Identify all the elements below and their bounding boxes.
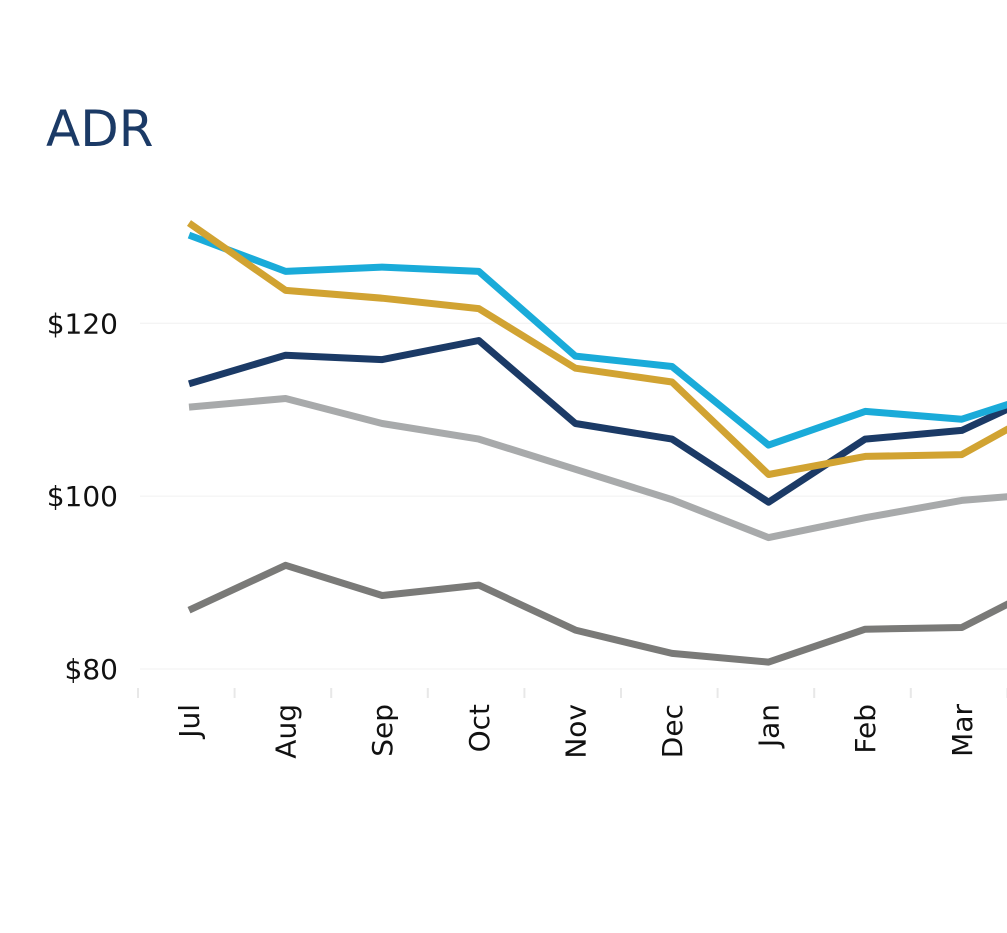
x-tick-label: Nov: [559, 704, 592, 759]
x-tick-label: Mar: [946, 704, 979, 757]
line-series-dark-gray: [187, 561, 1007, 666]
chart-title: ADR: [46, 100, 154, 158]
x-tick-label: Jan: [753, 704, 786, 749]
x-tick-label: Feb: [849, 704, 882, 754]
line-series-gold: [186, 220, 1007, 478]
line-series-light-gray: [188, 395, 1007, 542]
x-tick-label: Dec: [656, 704, 689, 758]
x-tick-label: Oct: [463, 704, 496, 752]
x-axis-tick-marks: [137, 688, 1007, 698]
y-tick-label: $80: [65, 653, 118, 686]
x-tick-label: Aug: [270, 704, 303, 759]
line-series-light-blue: [187, 231, 1007, 449]
x-tick-label: Jul: [173, 704, 206, 740]
y-gridlines: [140, 322, 1007, 670]
x-axis-tick-labels: JulAugSepOctNovDecJanFebMarApr: [173, 704, 979, 759]
series-lines: [186, 220, 1007, 666]
line-series-navy: [188, 337, 1007, 506]
y-tick-label: $100: [47, 480, 118, 513]
y-axis-tick-labels: $80 $100 $120: [47, 307, 118, 686]
x-tick-label: Sep: [366, 704, 399, 757]
y-tick-label: $120: [47, 307, 118, 340]
